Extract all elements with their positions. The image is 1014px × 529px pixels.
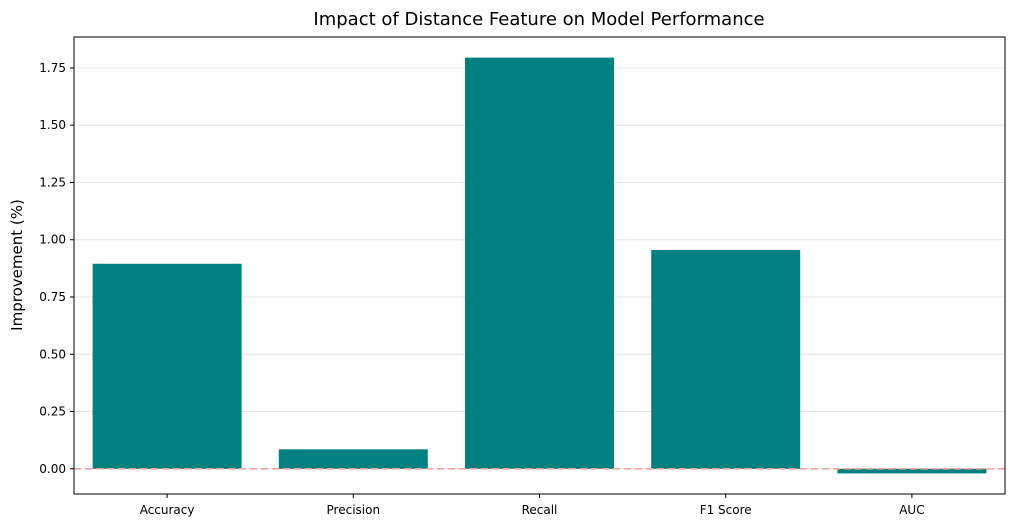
y-tick-label: 1.00 [39,233,66,247]
y-tick-label: 0.50 [39,347,66,361]
bar-precision [278,449,428,469]
bar-recall [465,57,614,469]
y-tick-label: 1.75 [39,61,66,75]
x-tick-label: Accuracy [140,503,195,517]
y-axis-label: Improvement (%) [8,199,26,331]
y-tick-label: 0.25 [39,405,66,419]
bar-auc [837,468,987,474]
x-tick-label: AUC [899,503,924,517]
x-tick-label: Precision [327,503,381,517]
y-tick-label: 1.25 [39,175,66,189]
bar-f1-score [651,250,801,469]
x-tick-label: Recall [522,503,558,517]
y-tick-label: 1.50 [39,118,66,132]
x-axis-ticks: Accuracy Precision Recall F1 Score AUC [140,494,925,517]
bar-accuracy [92,263,242,469]
y-tick-label: 0.00 [39,462,66,476]
chart-title: Impact of Distance Feature on Model Perf… [313,9,764,30]
y-tick-label: 0.75 [39,290,66,304]
x-tick-label: F1 Score [700,503,752,517]
bars [92,57,987,474]
y-axis-ticks: 0.00 0.25 0.50 0.75 1.00 1.25 1.50 1.75 [39,61,74,476]
